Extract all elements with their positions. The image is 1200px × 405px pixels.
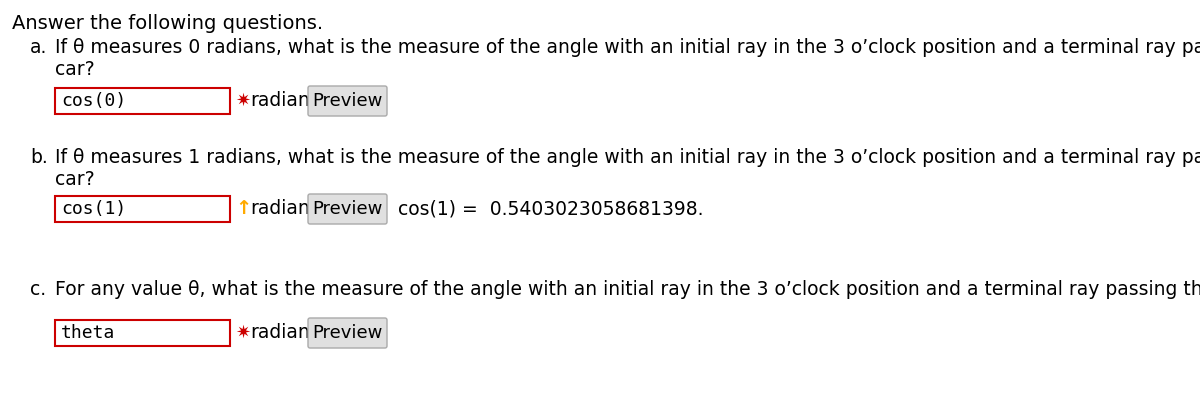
Text: Preview: Preview [312,324,383,342]
Text: cos(1): cos(1) [61,200,126,218]
Text: theta: theta [61,324,115,342]
FancyBboxPatch shape [308,194,386,224]
Text: radians: radians [250,324,319,343]
Text: c.: c. [30,280,46,299]
Text: If θ measures 0 radians, what is the measure of the angle with an initial ray in: If θ measures 0 radians, what is the mea… [55,38,1200,57]
Text: ↑: ↑ [235,200,251,219]
Text: cos(1) =  0.5403023058681398.: cos(1) = 0.5403023058681398. [398,200,703,219]
Text: car?: car? [55,170,95,189]
FancyBboxPatch shape [55,320,230,346]
Text: radians: radians [250,200,319,219]
Text: ✷: ✷ [235,92,250,110]
FancyBboxPatch shape [55,88,230,114]
FancyBboxPatch shape [308,86,386,116]
Text: For any value θ, what is the measure of the angle with an initial ray in the 3 o: For any value θ, what is the measure of … [55,280,1200,299]
Text: car?: car? [55,60,95,79]
Text: ✷: ✷ [235,324,250,342]
Text: a.: a. [30,38,47,57]
Text: Answer the following questions.: Answer the following questions. [12,14,323,33]
Text: cos(0): cos(0) [61,92,126,110]
Text: b.: b. [30,148,48,167]
Text: Preview: Preview [312,92,383,110]
Text: If θ measures 1 radians, what is the measure of the angle with an initial ray in: If θ measures 1 radians, what is the mea… [55,148,1200,167]
FancyBboxPatch shape [308,318,386,348]
FancyBboxPatch shape [55,196,230,222]
Text: Preview: Preview [312,200,383,218]
Text: radians: radians [250,92,319,111]
